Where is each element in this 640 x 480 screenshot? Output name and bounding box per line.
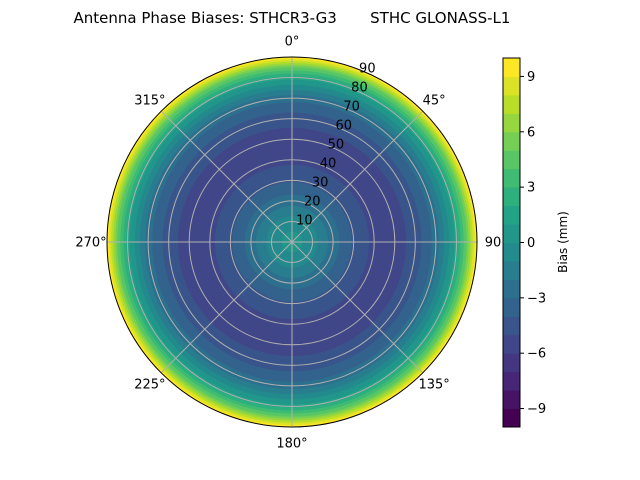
chart-title: Antenna Phase Biases: STHCR3-G3 STHC GLO…: [74, 9, 511, 27]
colorbar-level: [503, 168, 520, 188]
colorbar-level: [503, 390, 520, 410]
angular-tick-label: 90: [485, 236, 502, 251]
angular-tick-label: 0°: [285, 35, 300, 50]
colorbar-tick-label: 6: [527, 125, 535, 140]
colorbar-level: [503, 205, 520, 225]
colorbar-level: [503, 150, 520, 170]
colorbar-level: [503, 113, 520, 133]
radial-tick-label: 50: [328, 137, 345, 152]
colorbar-level: [503, 408, 520, 428]
radial-tick-label: 10: [296, 213, 313, 228]
angular-gridline: [291, 110, 424, 243]
colorbar-level: [503, 187, 520, 207]
polar-frame: [106, 56, 478, 428]
angular-gridline: [291, 241, 424, 374]
colorbar-level: [503, 131, 520, 151]
colorbar-level: [503, 279, 520, 299]
colorbar-label: Bias (mm): [556, 211, 570, 273]
polar-plot: 0° 45° 90 135° 180° 225° 270° 315° 10 20 30 40 50 60 7…: [75, 35, 501, 452]
colorbar-tick-label: −6: [527, 347, 546, 362]
colorbar-tick-label: 0: [527, 236, 535, 251]
radial-tick-label: 40: [320, 156, 337, 171]
radial-tick-label: 80: [351, 80, 368, 95]
colorbar-level: [503, 353, 520, 373]
colorbar-level: [503, 316, 520, 336]
colorbar-level: [503, 260, 520, 280]
angular-tick-label: 315°: [134, 93, 165, 108]
radial-tick-label: 90: [359, 61, 376, 76]
angular-tick-label: 135°: [418, 378, 449, 393]
angular-gridline: [160, 241, 293, 374]
colorbar-tick-label: −9: [527, 402, 546, 417]
colorbar-level: [503, 76, 520, 96]
radial-tick-label: 30: [312, 175, 329, 190]
colorbar-tick-label: 3: [527, 181, 535, 196]
angular-tick-label: 45°: [423, 93, 446, 108]
radial-tick-label: 70: [343, 99, 360, 114]
colorbar: 9 6 3 0 −3 −6 −9: [502, 57, 546, 428]
colorbar-level: [503, 297, 520, 317]
angular-tick-label: 180°: [276, 437, 307, 452]
angular-gridline: [160, 110, 293, 243]
colorbar-tick-label: 9: [527, 70, 535, 85]
colorbar-level: [503, 224, 520, 243]
radial-tick-label: 60: [335, 118, 352, 133]
colorbar-level: [503, 94, 520, 114]
colorbar-tick-label: −3: [527, 291, 546, 306]
colorbar-level: [503, 242, 520, 262]
colorbar-level: [503, 334, 520, 354]
colorbar-level: [503, 58, 520, 77]
angular-tick-label: 270°: [75, 236, 106, 251]
angular-tick-label: 225°: [134, 378, 165, 393]
radial-tick-label: 20: [304, 194, 321, 209]
colorbar-level: [503, 371, 520, 391]
